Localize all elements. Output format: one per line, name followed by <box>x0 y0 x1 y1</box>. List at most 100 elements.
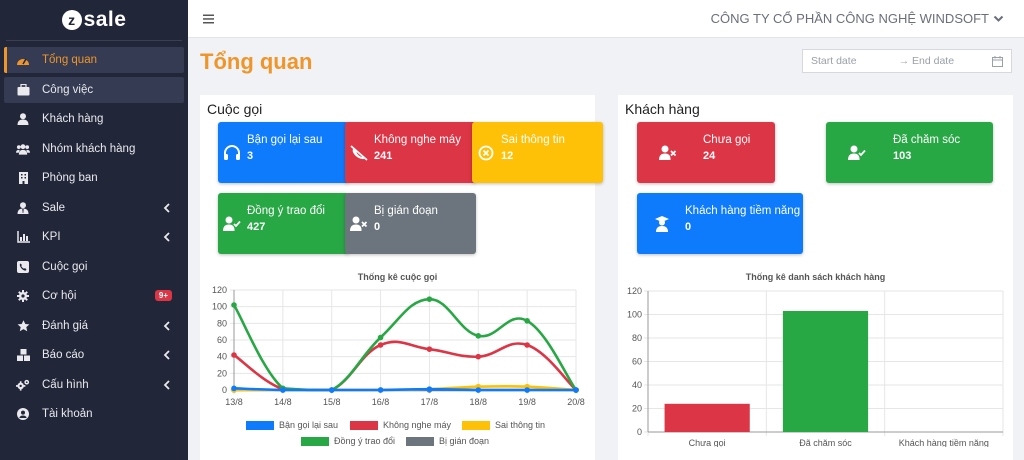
y-tick-label: 120 <box>627 286 642 296</box>
y-tick-label: 100 <box>212 302 227 312</box>
star-icon <box>16 319 30 333</box>
sidebar-item-cong-viec[interactable]: Công việc <box>4 76 184 103</box>
legend-item[interactable]: Bận gọi lại sau <box>246 420 338 430</box>
x-tick-label: 17/8 <box>421 397 439 407</box>
data-point <box>377 387 384 393</box>
chevron-left-icon <box>163 202 170 213</box>
y-tick-label: 80 <box>632 333 642 343</box>
y-tick-label: 60 <box>217 335 227 345</box>
y-tick-label: 20 <box>632 404 642 414</box>
app-logo[interactable]: z sale <box>0 0 188 40</box>
card-da-cham-soc[interactable]: Đã chăm sóc 103 <box>826 122 993 183</box>
end-date-input[interactable]: End date <box>912 55 955 67</box>
sidebar-item-bao-cao[interactable]: Báo cáo <box>4 342 184 368</box>
x-tick-label: 20/8 <box>567 397 585 407</box>
sidebar-item-tai-khoan[interactable]: Tài khoản <box>4 401 184 427</box>
data-point <box>231 352 237 358</box>
data-point <box>475 387 482 393</box>
legend-swatch <box>462 420 490 430</box>
x-tick-label: 14/8 <box>274 397 292 407</box>
sidebar-item-co-hoi[interactable]: Cơ hội 9+ <box>4 283 184 309</box>
user-times-icon <box>350 216 368 231</box>
legend-item[interactable]: Đồng ý trao đổi <box>301 436 395 446</box>
card-value: 103 <box>893 150 912 162</box>
sidebar-item-phong-ban[interactable]: Phòng ban <box>4 165 184 191</box>
sidebar-item-label: Phòng ban <box>42 172 98 184</box>
legend-item[interactable]: Sai thông tin <box>462 420 545 430</box>
data-point <box>377 334 384 341</box>
sidebar-item-sale[interactable]: Sale <box>4 195 184 221</box>
card-khach-hang-tiem-nang[interactable]: Khách hàng tiềm năng 0 <box>637 193 803 254</box>
card-bi-gian-doan[interactable]: Bị gián đoạn 0 <box>345 193 476 254</box>
card-ban-goi-lai-sau[interactable]: Bận gọi lại sau 3 <box>218 122 349 183</box>
sidebar-item-nhom-khach-hang[interactable]: Nhóm khách hàng <box>4 136 184 162</box>
x-tick-label: Khách hàng tiềm năng <box>899 438 989 447</box>
card-label: Sai thông tin <box>501 134 565 146</box>
card-value: 0 <box>374 221 381 233</box>
date-range-picker[interactable]: Start date → End date <box>802 49 1012 73</box>
legend-swatch <box>350 420 378 430</box>
card-label: Không nghe máy <box>374 134 461 146</box>
y-tick-label: 40 <box>217 352 227 362</box>
card-value: 12 <box>501 150 514 162</box>
card-label: Chưa gọi <box>703 134 751 146</box>
card-value: 241 <box>374 150 393 162</box>
card-khong-nghe-may[interactable]: Không nghe máy 241 <box>345 122 476 183</box>
phone-icon <box>16 260 30 274</box>
y-tick-label: 40 <box>632 380 642 390</box>
sidebar-item-label: Đánh giá <box>42 319 89 332</box>
sidebar-item-label: Khách hàng <box>42 113 104 125</box>
data-point <box>426 386 433 392</box>
sidebar-item-cuoc-goi[interactable]: Cuộc gọi <box>4 254 184 280</box>
legend-swatch <box>406 436 434 446</box>
company-selector[interactable]: CÔNG TY CỔ PHẦN CÔNG NGHỆ WINDSOFT <box>711 11 1004 26</box>
times-circle-icon <box>478 145 494 161</box>
data-point <box>524 342 530 348</box>
card-chua-goi[interactable]: Chưa gọi 24 <box>637 122 775 183</box>
card-label: Đã chăm sóc <box>893 134 961 146</box>
calendar-icon[interactable] <box>992 55 1003 67</box>
call-chart-title: Thống kê cuộc gọi <box>357 272 438 282</box>
data-point <box>475 353 482 360</box>
sidebar-item-label: Cuộc gọi <box>42 260 88 273</box>
sidebar-item-label: Cấu hình <box>42 378 89 391</box>
sidebar-item-danh-gia[interactable]: Đánh giá <box>4 313 184 339</box>
page-title: Tổng quan <box>200 49 313 74</box>
sidebar-item-tong-quan[interactable]: Tổng quan <box>4 47 184 73</box>
data-point <box>426 346 433 352</box>
card-dong-y-trao-doi[interactable]: Đồng ý trao đổi 427 <box>218 193 349 254</box>
y-tick-label: 0 <box>222 385 227 395</box>
sidebar-item-cau-hinh[interactable]: Cấu hình <box>4 372 184 398</box>
sidebar-item-khach-hang[interactable]: Khách hàng <box>4 106 184 132</box>
data-point <box>231 385 237 392</box>
customers-panel-title: Khách hàng <box>625 101 700 117</box>
hamburger-menu-icon[interactable] <box>203 13 215 25</box>
x-tick-label: 15/8 <box>323 397 341 407</box>
gear-icon <box>16 289 30 303</box>
card-value: 427 <box>247 221 266 233</box>
sidebar-item-kpi[interactable]: KPI <box>4 224 184 250</box>
legend-item[interactable]: Không nghe máy <box>350 420 451 430</box>
sidebar-item-label: Tổng quan <box>42 54 97 66</box>
x-tick-label: Đã chăm sóc <box>799 438 852 447</box>
users-icon <box>16 142 30 156</box>
series-line <box>233 387 576 392</box>
x-tick-label: 19/8 <box>518 397 536 407</box>
start-date-input[interactable]: Start date <box>811 55 857 67</box>
y-tick-label: 0 <box>637 427 642 437</box>
sidebar: z sale Tổng quan Công việc Khách hàng Nh… <box>0 0 188 460</box>
user-circle-icon <box>16 407 30 421</box>
building-icon <box>16 171 30 185</box>
card-label: Bị gián đoạn <box>374 205 438 217</box>
card-sai-thong-tin[interactable]: Sai thông tin 12 <box>472 122 603 183</box>
calls-panel: Cuộc gọi Bận gọi lại sau 3 Không nghe má… <box>200 95 603 460</box>
legend-label: Đồng ý trao đổi <box>334 436 396 446</box>
user-tie-icon <box>16 201 30 215</box>
sidebar-item-label: Cơ hội <box>42 290 77 302</box>
headset-icon <box>224 145 240 160</box>
card-value: 3 <box>247 150 254 162</box>
legend-label: Bận gọi lại sau <box>279 420 339 430</box>
boxes-icon <box>16 348 30 362</box>
customer-chart-title: Thống kê danh sách khách hàng <box>745 272 886 282</box>
legend-item[interactable]: Bị gián đoạn <box>406 436 489 446</box>
